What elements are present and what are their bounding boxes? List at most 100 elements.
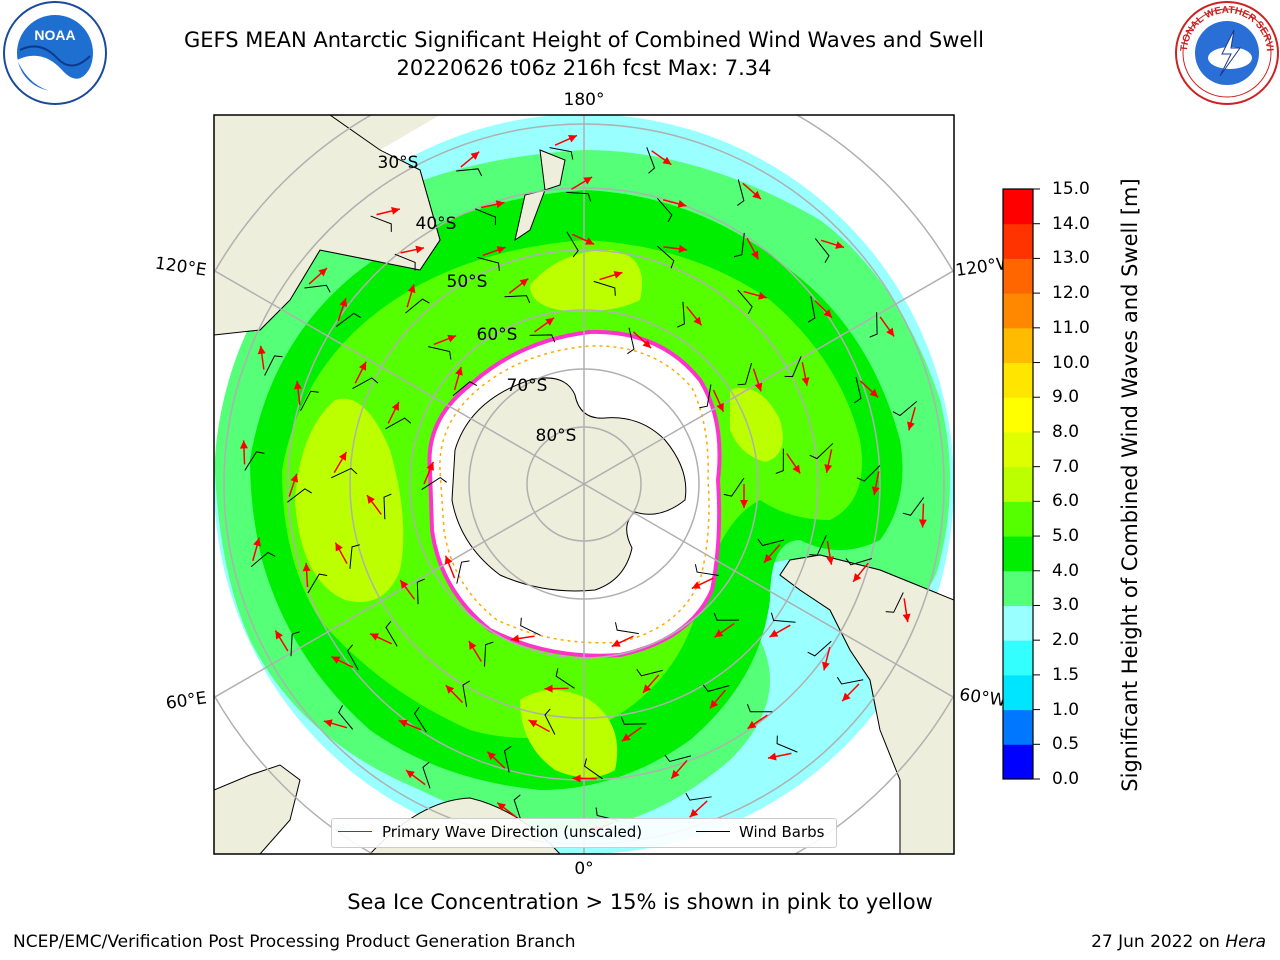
wave-arrow-head	[338, 451, 347, 461]
lat-label-50s: 50°S	[447, 272, 488, 292]
footer-date: 27 Jun 2022 on Hera	[1091, 932, 1266, 952]
wave-arrow-head	[572, 774, 581, 783]
wind-barb	[694, 564, 719, 576]
wind-barb	[335, 312, 361, 327]
wind-barb	[713, 612, 740, 621]
colorbar-segment	[1003, 293, 1033, 329]
wave-arrow-head	[545, 317, 555, 326]
wave-arrow-head	[290, 473, 299, 483]
colorbar	[1003, 189, 1033, 780]
wind-barb	[385, 417, 412, 430]
wind-barb	[856, 465, 881, 482]
wave-arrow-head	[613, 271, 623, 279]
colorbar-tick-label: 13.0	[1052, 248, 1090, 269]
colorbar-segment	[1003, 258, 1033, 294]
footer-credit: NCEP/EMC/Verification Post Processing Pr…	[13, 932, 576, 952]
colorbar-tick-label: 15.0	[1052, 179, 1090, 199]
legend-wind-label: Wind Barbs	[739, 823, 825, 841]
wind-barb	[593, 280, 616, 296]
wave-arrow-head	[302, 563, 311, 572]
wave-arrow-head	[835, 241, 844, 249]
colorbar-tick-label: 5.0	[1052, 526, 1080, 547]
noaa-logo: NOAA	[3, 1, 107, 105]
wave-arrow-head	[642, 339, 652, 349]
wave-arrow-head	[510, 634, 520, 643]
colorbar-segment	[1003, 674, 1033, 711]
wind-barb	[352, 377, 379, 389]
wave-arrow-head	[740, 500, 748, 508]
wave-arrow-head	[751, 250, 759, 260]
wave-arrow-head	[496, 246, 506, 254]
wind-barb	[520, 617, 541, 636]
wind-barb	[614, 622, 639, 635]
wind-barb	[422, 761, 431, 789]
wind-barb	[656, 197, 673, 223]
wind-barb	[331, 467, 358, 479]
colorbar-segment	[1003, 640, 1033, 676]
wave-arrow-head	[415, 245, 425, 254]
lon-label-180: 180°	[564, 90, 605, 110]
wave-arrow-head	[822, 661, 830, 671]
wind-barb	[544, 708, 556, 735]
wind-barb	[416, 578, 425, 605]
nws-logo: NATIONAL WEATHER SERVICE	[1174, 0, 1279, 105]
lon-label-60e: 60°E	[165, 688, 208, 713]
wave-arrow-head	[792, 464, 801, 474]
wind-barb	[784, 356, 802, 378]
wave-arrow-head	[495, 200, 505, 209]
wave-arrow-head	[801, 377, 810, 386]
colorbar-segment	[1003, 570, 1033, 606]
wave-arrow-head	[714, 629, 724, 638]
wind-barb	[809, 534, 827, 556]
wind-barb	[421, 477, 447, 490]
lat-label-30s: 30°S	[378, 153, 419, 173]
wave-arrow-head	[468, 640, 477, 650]
lat-label-40s: 40°S	[416, 214, 457, 234]
wind-barb	[413, 706, 427, 733]
colorbar-tick-label: 7.0	[1052, 456, 1080, 477]
wave-arrow-head	[447, 334, 457, 343]
wave-arrow-head	[568, 135, 577, 143]
wind-barb	[757, 538, 784, 547]
wind-barb	[746, 704, 773, 713]
wind-barb	[807, 640, 832, 657]
wave-arrow-head	[902, 613, 911, 623]
colorbar-tick-label: 0.0	[1052, 769, 1080, 789]
wave-arrow-head	[239, 440, 248, 449]
colorbar-tick-label: 2.0	[1052, 630, 1080, 651]
colorbar-tick-label: 6.0	[1052, 491, 1080, 512]
map-frame	[213, 114, 955, 855]
colorbar-tick-label: 11.0	[1052, 317, 1090, 338]
wind-barb	[483, 641, 494, 667]
wind-barb	[702, 684, 730, 692]
wave-arrow-head	[826, 556, 835, 565]
wave-arrow-head	[445, 685, 455, 694]
wind-barb	[244, 451, 265, 471]
wind-barb	[346, 644, 359, 671]
wave-arrow-head	[583, 177, 593, 185]
wave-arrow-head	[366, 495, 375, 504]
lat-label-70s: 70°S	[507, 376, 548, 396]
wave-arrow-head	[853, 573, 862, 582]
wind-barb	[477, 256, 500, 272]
wind-barb	[529, 334, 556, 343]
chart-subtitle-forecast: 20220626 t06z 216h fcst Max: 7.34	[396, 56, 772, 80]
wave-arrow-head	[519, 278, 529, 287]
chart-title: GEFS MEAN Antarctic Significant Height o…	[183, 28, 985, 52]
wave-arrow-head	[444, 555, 453, 565]
wind-barb	[620, 716, 647, 725]
wave-arrow-head	[426, 461, 434, 471]
wave-arrow-head	[871, 486, 880, 496]
wind-barb	[338, 705, 354, 730]
wind-barb	[814, 238, 830, 263]
wind-barb	[776, 735, 798, 753]
wave-arrow-head	[754, 382, 763, 392]
wave-arrow-head	[470, 151, 480, 160]
wave-arrow-head	[455, 366, 463, 376]
colorbar-tick-label: 14.0	[1052, 213, 1090, 234]
colorbar-tick-label: 1.5	[1052, 664, 1080, 685]
wind-barb	[250, 551, 276, 568]
wind-barb	[807, 296, 816, 323]
wind-barb	[902, 497, 925, 516]
colorbar-segment	[1003, 431, 1033, 468]
